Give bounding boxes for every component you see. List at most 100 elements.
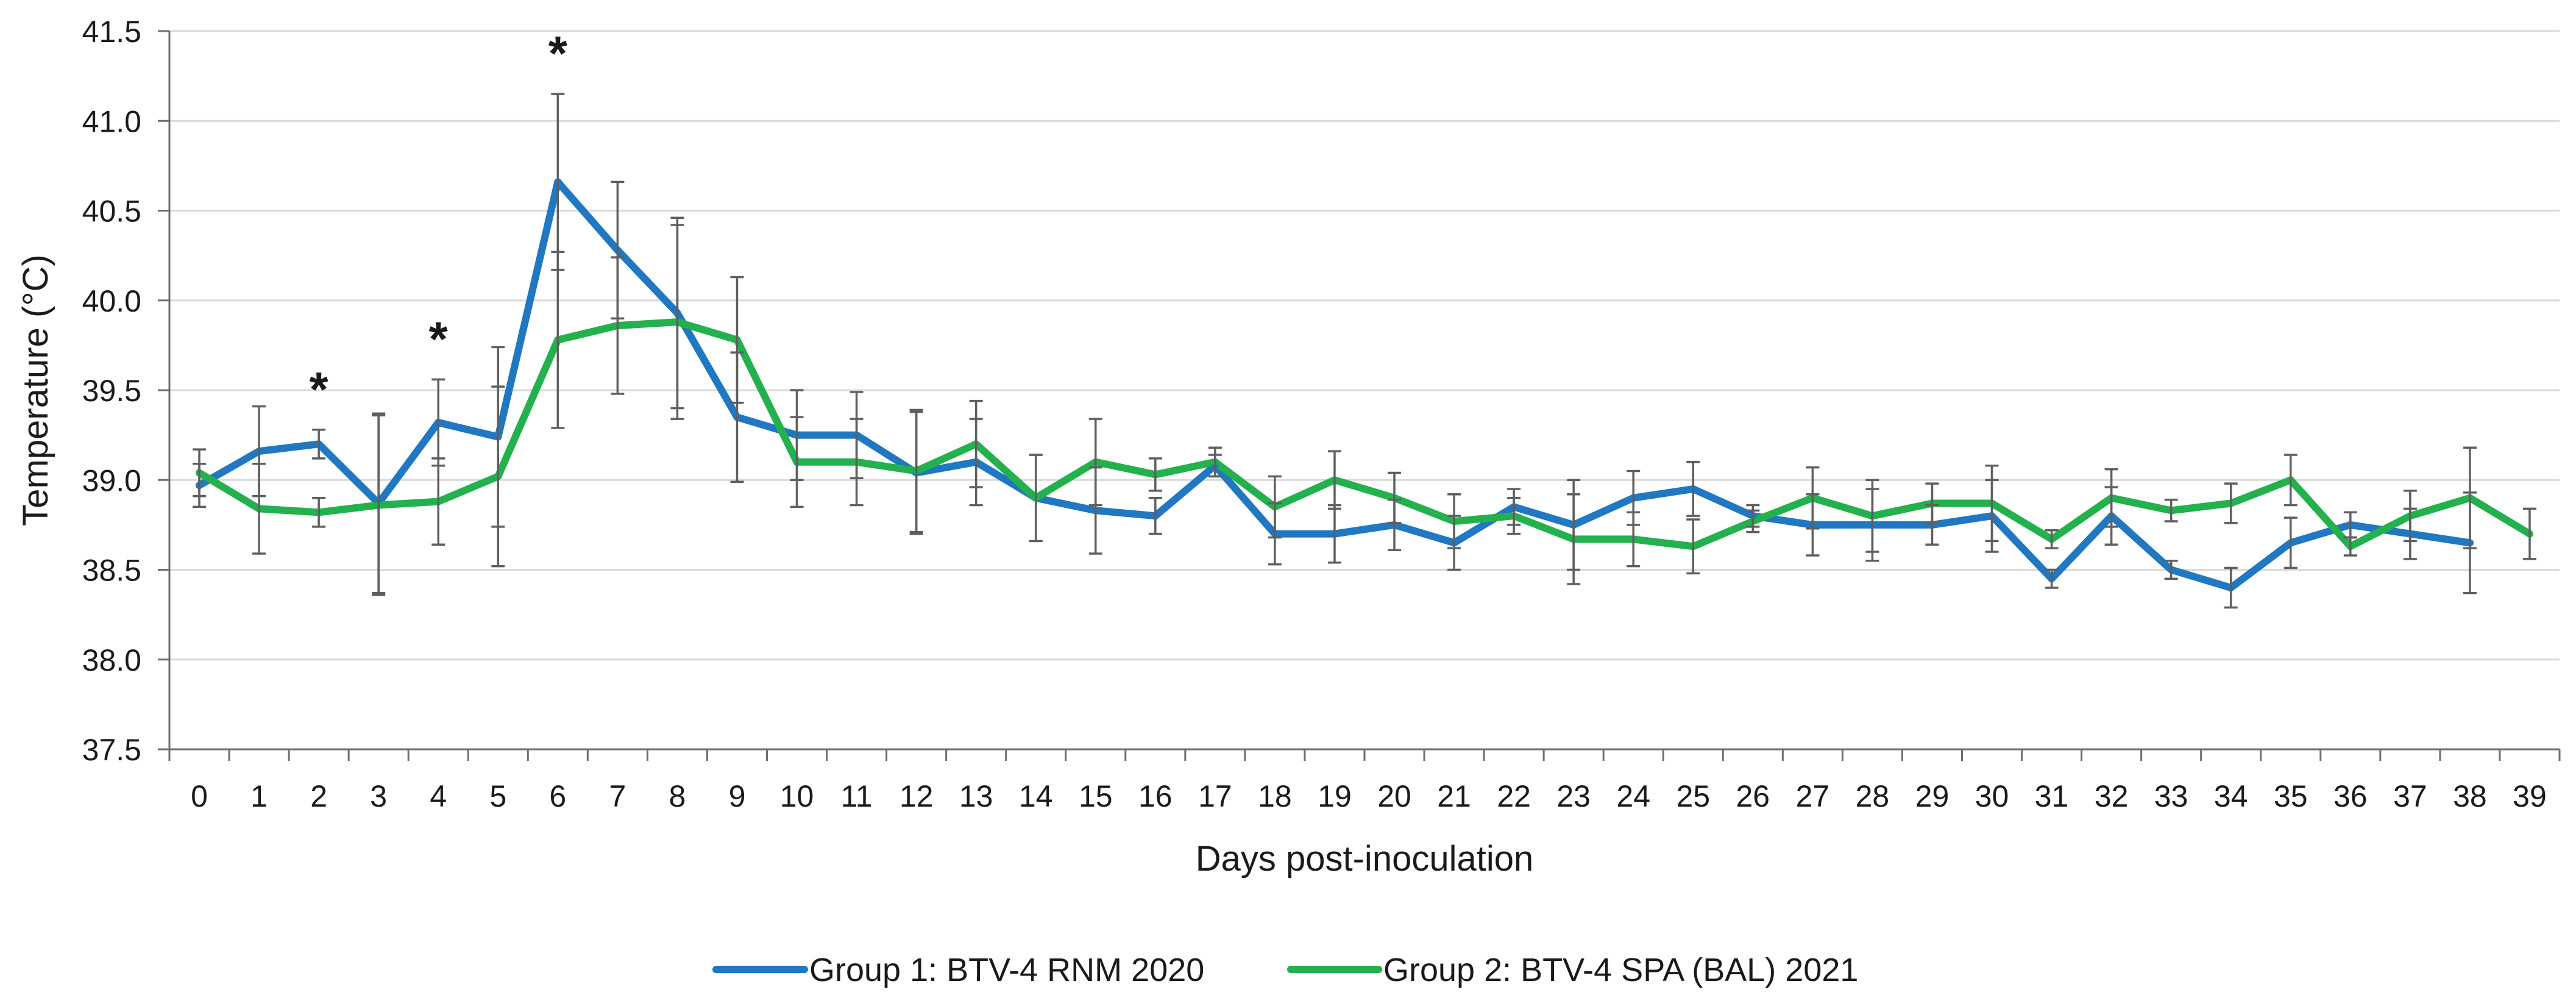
error-bar-group-2 <box>2463 446 2477 549</box>
error-bar-group-2 <box>1208 446 1222 478</box>
x-tick-label: 27 <box>1796 779 1830 813</box>
x-tick-label: 32 <box>2095 779 2129 813</box>
error-bar-group-2 <box>969 399 983 488</box>
x-tick-label: 21 <box>1437 779 1471 813</box>
error-bar-group-2 <box>730 276 744 404</box>
x-tick-label: 17 <box>1198 779 1232 813</box>
error-bars <box>193 93 2536 609</box>
x-tick-label: 18 <box>1258 779 1292 813</box>
error-bar-group-2 <box>1806 466 1820 530</box>
error-bar-group-2 <box>1447 493 1461 549</box>
error-bar-group-2 <box>1627 511 1641 568</box>
x-axis-title: Days post-inoculation <box>1196 839 1534 879</box>
significance-asterisk: * <box>429 312 449 366</box>
x-tick-label: 5 <box>489 779 506 813</box>
axes: 37.538.038.539.039.540.040.541.041.50 1 2 3… <box>82 15 2561 813</box>
x-tick-label: 29 <box>1915 779 1950 813</box>
x-tick-label: 1 <box>250 779 268 813</box>
x-tick-label: 24 <box>1616 779 1650 813</box>
error-bar-group-2 <box>909 408 923 533</box>
gridlines <box>169 30 2560 661</box>
error-bar-group-1 <box>2045 568 2059 589</box>
legend-label-group-2: Group 2: BTV-4 SPA (BAL) 2021 <box>1383 952 1858 988</box>
x-tick-label: 2 <box>310 779 327 813</box>
error-bar-group-2 <box>252 462 266 555</box>
x-tick-label: 16 <box>1138 779 1173 813</box>
x-tick-label: 10 <box>780 779 814 813</box>
y-tick-label: 38.5 <box>82 554 141 588</box>
legend-item-group-1: Group 1: BTV-4 RNM 2020 <box>712 952 1204 988</box>
x-tick-label: 22 <box>1497 779 1531 813</box>
error-bar-group-2 <box>611 256 625 395</box>
significance-asterisk: * <box>548 26 568 80</box>
x-tick-label: 13 <box>959 779 993 813</box>
error-bar-group-1 <box>2164 560 2178 580</box>
x-tick-label: 8 <box>669 779 686 813</box>
x-tick-label: 14 <box>1019 779 1053 813</box>
y-axis-title: Temperature (°C) <box>16 254 55 526</box>
x-tick-label: 25 <box>1676 779 1710 813</box>
y-tick-label: 40.5 <box>82 194 141 229</box>
error-bar-group-2 <box>2045 529 2059 549</box>
error-bar-group-2 <box>1686 518 1700 575</box>
x-tick-label: 31 <box>2035 779 2069 813</box>
x-tick-label: 19 <box>1318 779 1352 813</box>
y-tick-label: 38.0 <box>82 643 141 677</box>
legend-item-group-2: Group 2: BTV-4 SPA (BAL) 2021 <box>1287 952 1858 988</box>
x-tick-label: 30 <box>1975 779 2009 813</box>
legend-label-group-1: Group 1: BTV-4 RNM 2020 <box>809 952 1204 988</box>
error-bar-group-2 <box>1985 464 1999 543</box>
x-tick-label: 4 <box>430 779 447 813</box>
error-bar-group-2 <box>551 251 565 429</box>
y-tick-label: 40.0 <box>82 284 141 318</box>
y-tick-label: 39.0 <box>82 463 141 498</box>
series-line-group-2 <box>196 318 2533 551</box>
error-bar-group-2 <box>1268 475 1282 539</box>
error-bar-group-2 <box>2522 507 2536 560</box>
x-tick-label: 36 <box>2333 779 2368 813</box>
error-bar-group-1 <box>312 429 326 460</box>
x-tick-label: 3 <box>370 779 387 813</box>
error-bar-group-2 <box>2343 536 2357 557</box>
y-tick-label: 41.0 <box>82 104 141 138</box>
error-bar-group-2 <box>1029 454 1043 543</box>
x-tick-label: 33 <box>2154 779 2188 813</box>
y-tick-label: 41.5 <box>82 15 141 49</box>
error-bar-group-2 <box>1567 493 1581 585</box>
error-bar-group-2 <box>1865 479 1879 553</box>
error-bar-group-2 <box>1746 509 1760 533</box>
error-bar-group-2 <box>491 385 505 568</box>
error-bar-group-2 <box>2164 498 2178 523</box>
x-tick-label: 34 <box>2214 779 2248 813</box>
error-bar-group-1 <box>2224 566 2238 609</box>
error-bar-group-2 <box>2403 490 2417 543</box>
x-tick-label: 39 <box>2513 779 2547 813</box>
x-tick-label: 11 <box>841 779 873 813</box>
significance-annotations: * * * <box>310 26 568 416</box>
x-tick-label: 6 <box>549 779 566 813</box>
error-bar-group-2 <box>1327 450 1341 510</box>
error-bar-group-2 <box>1925 482 1939 524</box>
x-tick-label: 28 <box>1856 779 1890 813</box>
x-tick-label: 15 <box>1079 779 1113 813</box>
error-bar-group-2 <box>312 496 326 528</box>
error-bar-group-2 <box>2104 468 2118 528</box>
x-tick-label: 9 <box>729 779 746 813</box>
x-tick-label: 23 <box>1556 779 1591 813</box>
x-tick-label: 0 <box>191 779 208 813</box>
error-bar-group-2 <box>1507 496 1521 535</box>
error-bar-group-2 <box>431 457 445 546</box>
x-tick-label: 38 <box>2453 779 2487 813</box>
x-tick-label: 7 <box>609 779 626 813</box>
x-tick-label: 12 <box>899 779 934 813</box>
x-tick-label: 20 <box>1377 779 1411 813</box>
significance-asterisk: * <box>310 362 329 416</box>
legend: Group 1: BTV-4 RNM 2020 Group 2: BTV-4 S… <box>712 952 1858 988</box>
error-bar-group-2 <box>1088 418 1102 507</box>
x-tick-label: 26 <box>1736 779 1770 813</box>
error-bar-group-2 <box>670 224 684 420</box>
error-bar-group-2 <box>1148 457 1162 492</box>
error-bar-group-2 <box>2224 482 2238 524</box>
error-bar-group-1 <box>1686 461 1700 517</box>
